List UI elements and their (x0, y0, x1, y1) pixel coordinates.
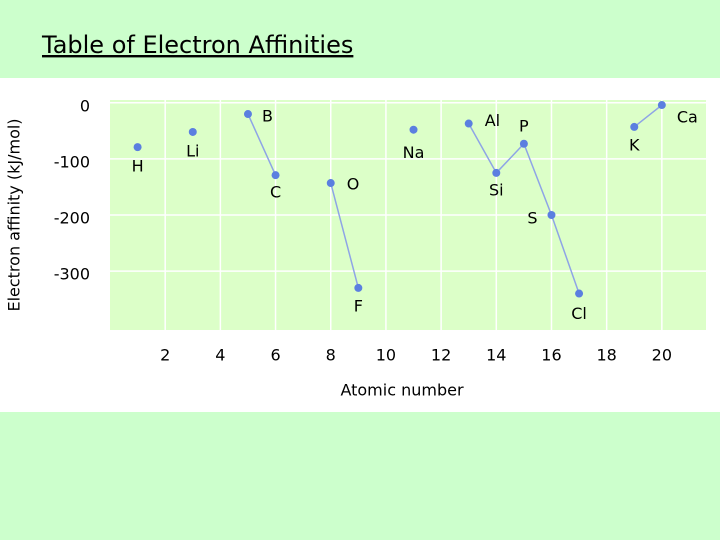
point-label: H (132, 157, 144, 176)
data-point (243, 110, 252, 119)
x-tick-label: 4 (215, 346, 225, 365)
point-label: Li (186, 141, 199, 160)
point-label: Cl (571, 304, 587, 323)
y-tick-label: -100 (54, 152, 90, 171)
y-tick-label: 0 (80, 96, 90, 115)
data-point (409, 125, 418, 134)
x-axis-label: Atomic number (340, 381, 464, 400)
slide-title: Table of Electron Affinities (41, 31, 353, 59)
point-label: P (519, 116, 529, 135)
x-tick-label: 16 (541, 346, 561, 365)
y-tick-label: -300 (54, 265, 90, 284)
point-label: S (527, 209, 537, 228)
point-label: O (347, 175, 360, 194)
data-point (354, 283, 363, 292)
point-label: B (262, 107, 273, 126)
data-point (657, 101, 666, 110)
x-tick-label: 12 (431, 346, 451, 365)
point-label: Al (485, 111, 500, 130)
data-point (519, 139, 528, 148)
data-point (630, 122, 639, 131)
data-point (271, 171, 280, 180)
point-label: K (629, 135, 640, 154)
point-label: Na (403, 143, 425, 162)
data-line (247, 104, 663, 294)
x-tick-label: 2 (160, 346, 170, 365)
y-axis-label: Electron affinity (kJ/mol) (5, 118, 24, 311)
point-label: F (354, 296, 363, 315)
x-tick-label: 14 (486, 346, 506, 365)
data-point (464, 119, 473, 128)
point-label: Si (489, 180, 504, 199)
x-tick-label: 10 (376, 346, 396, 365)
data-point (188, 127, 197, 136)
data-point (575, 289, 584, 298)
data-point (326, 179, 335, 188)
point-label: Ca (677, 108, 698, 127)
y-tick-label: -200 (54, 209, 90, 228)
x-tick-label: 6 (270, 346, 280, 365)
point-label: C (270, 183, 281, 202)
x-tick-label: 20 (652, 346, 672, 365)
data-point (492, 168, 501, 177)
data-point (133, 143, 142, 152)
x-tick-label: 8 (326, 346, 336, 365)
data-point (547, 211, 556, 219)
x-tick-label: 18 (596, 346, 616, 365)
